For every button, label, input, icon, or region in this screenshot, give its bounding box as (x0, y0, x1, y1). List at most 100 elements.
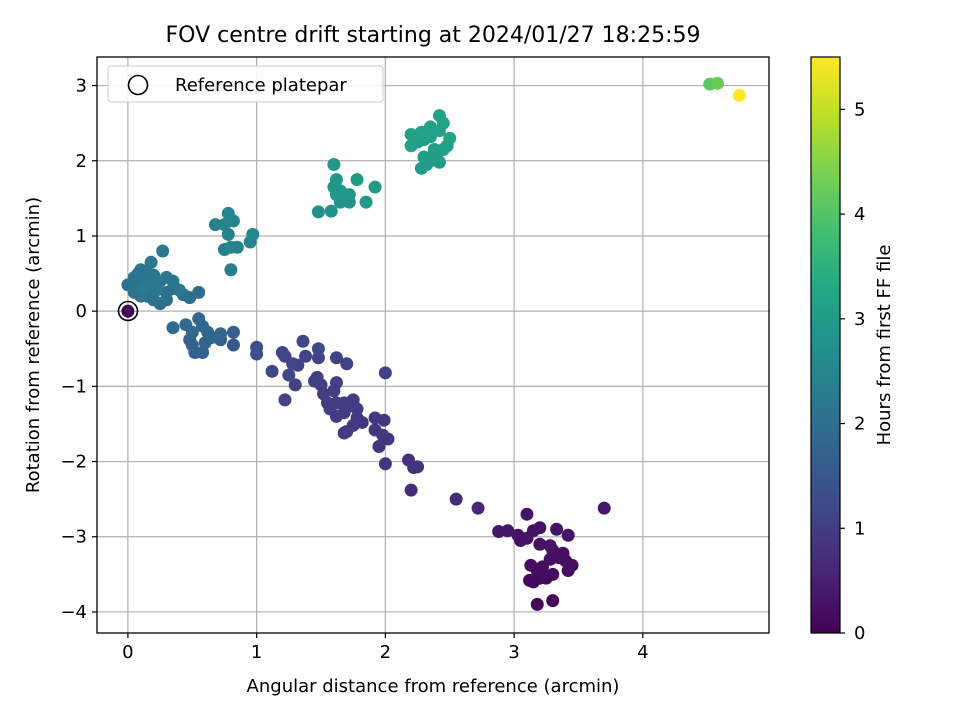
reference-marker (117, 300, 139, 322)
plot-frame (96, 56, 770, 634)
y-axis-ticks: −4 −3 −2 −1 0 1 2 3 (60, 76, 97, 623)
data-point (265, 364, 279, 378)
data-point (144, 255, 158, 269)
colorbar-tick-label: 0 (854, 623, 865, 644)
data-point (288, 378, 302, 392)
data-point (732, 88, 746, 102)
legend-reference-marker (127, 74, 149, 96)
y-tick-label: −3 (60, 527, 87, 548)
y-tick-label: 1 (76, 226, 87, 247)
data-point (226, 338, 240, 352)
colorbar-tick-label: 2 (854, 414, 865, 435)
data-point (327, 158, 341, 172)
data-point (443, 131, 457, 145)
colorbar: 0 1 2 3 4 5 Hours from first FF file (810, 56, 895, 644)
data-point (311, 205, 325, 219)
data-point (372, 440, 386, 454)
data-point (296, 334, 310, 348)
data-point (224, 263, 238, 277)
data-point (299, 349, 313, 363)
data-point (278, 393, 292, 407)
data-point (329, 376, 343, 390)
data-point (523, 573, 537, 587)
data-point (342, 188, 356, 202)
legend-box (107, 65, 384, 103)
data-point (533, 521, 547, 535)
colorbar-tick-label: 5 (854, 99, 865, 120)
data-point (208, 218, 222, 232)
data-point (340, 357, 354, 371)
data-point (432, 109, 446, 123)
data-point (350, 173, 364, 187)
data-point (556, 546, 570, 560)
x-tick-label: 0 (122, 642, 133, 663)
data-point (136, 282, 150, 296)
legend: Reference platepar (107, 65, 384, 103)
data-point (597, 501, 611, 515)
data-point (250, 340, 264, 354)
data-point (230, 240, 244, 254)
data-point (404, 127, 418, 141)
colorbar-frame (810, 56, 841, 634)
data-point (378, 457, 392, 471)
x-tick-label: 4 (637, 642, 648, 663)
data-point (329, 173, 343, 187)
data-point (414, 125, 428, 139)
data-point (192, 312, 206, 326)
data-point (121, 304, 135, 318)
x-axis-label: Angular distance from reference (arcmin) (247, 676, 620, 697)
data-point (546, 567, 560, 581)
data-point (337, 426, 351, 440)
y-tick-label: 0 (76, 301, 87, 322)
y-tick-label: −4 (60, 602, 87, 623)
data-point (324, 204, 338, 218)
colorbar-tick-label: 3 (854, 309, 865, 330)
data-point (427, 142, 441, 156)
legend-label: Reference platepar (175, 75, 347, 96)
colorbar-tick-label: 4 (854, 204, 865, 225)
data-point (166, 321, 180, 335)
y-tick-label: 2 (76, 151, 87, 172)
data-point (246, 227, 260, 241)
colorbar-gradient (811, 57, 840, 633)
data-point (179, 318, 193, 332)
chart-title: FOV centre drift starting at 2024/01/27 … (166, 23, 701, 48)
data-point (561, 528, 575, 542)
data-point (402, 453, 416, 467)
data-point (530, 597, 544, 611)
data-point (411, 460, 425, 474)
data-point (471, 501, 485, 515)
scatter-points (121, 76, 746, 611)
data-point (524, 558, 538, 572)
data-point (368, 423, 382, 437)
data-point (311, 351, 325, 365)
colorbar-label: Hours from first FF file (874, 245, 895, 446)
data-point (214, 327, 228, 341)
data-point (404, 483, 418, 497)
data-point (711, 76, 725, 90)
data-point (533, 537, 547, 551)
x-tick-label: 1 (251, 642, 262, 663)
data-point (282, 368, 296, 382)
data-point (346, 393, 360, 407)
data-point (221, 227, 235, 241)
data-point (359, 195, 373, 209)
y-tick-label: −1 (60, 376, 87, 397)
data-point (221, 206, 235, 220)
colorbar-ticks: 0 1 2 3 4 5 (840, 99, 865, 644)
data-point (226, 325, 240, 339)
data-point (149, 283, 163, 297)
data-point (368, 411, 382, 425)
data-point (378, 366, 392, 380)
data-point (310, 370, 324, 384)
y-axis-label: Rotation from reference (arcmin) (23, 197, 44, 493)
data-point (166, 274, 180, 288)
data-point (550, 522, 564, 536)
x-tick-label: 3 (508, 642, 519, 663)
data-point (275, 346, 289, 360)
data-point (520, 507, 534, 521)
data-point (329, 351, 343, 365)
data-point (417, 150, 431, 164)
data-point (546, 594, 560, 608)
